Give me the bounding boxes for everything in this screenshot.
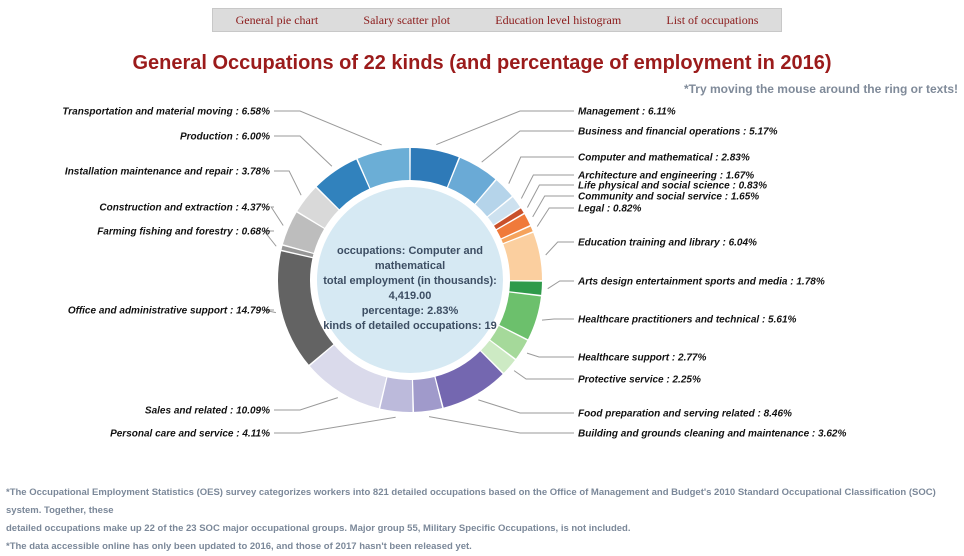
leader-line bbox=[274, 135, 333, 167]
top-nav: General pie chart Salary scatter plot Ed… bbox=[212, 8, 782, 32]
slice-label[interactable]: Arts design entertainment sports and med… bbox=[577, 277, 825, 288]
slice-personal-care-and-service[interactable] bbox=[380, 377, 413, 412]
center-info: occupations: Computer and mathematical t… bbox=[310, 244, 510, 334]
slice-label[interactable]: Installation maintenance and repair : 3.… bbox=[65, 167, 270, 178]
slice-label[interactable]: Business and financial operations : 5.17… bbox=[578, 127, 778, 138]
slice-label[interactable]: Personal care and service : 4.11% bbox=[110, 429, 270, 440]
footnotes: *The Occupational Employment Statistics … bbox=[6, 484, 961, 556]
slice-business-and-financial-operations[interactable] bbox=[448, 157, 496, 204]
slice-label[interactable]: Healthcare practitioners and technical :… bbox=[578, 315, 797, 326]
slice-label[interactable]: Office and administrative support : 14.7… bbox=[68, 306, 270, 317]
leader-line bbox=[270, 206, 284, 226]
leader-line bbox=[481, 130, 574, 163]
center-total-employment: total employment (in thousands): 4,419.0… bbox=[323, 275, 497, 302]
leader-line bbox=[274, 170, 302, 196]
slice-protective-service[interactable] bbox=[481, 340, 515, 373]
leader-line bbox=[526, 184, 574, 208]
slice-label[interactable]: Transportation and material moving : 6.5… bbox=[62, 107, 270, 118]
slice-label[interactable]: Building and grounds cleaning and mainte… bbox=[578, 429, 846, 440]
slice-arts-design-entertainment-sports-and-media[interactable] bbox=[509, 281, 542, 295]
leader-line bbox=[536, 207, 574, 227]
slice-label[interactable]: Food preparation and serving related : 8… bbox=[578, 409, 792, 420]
leader-line bbox=[428, 416, 574, 434]
slice-architecture-and-engineering[interactable] bbox=[487, 197, 521, 225]
footnote-line-2: detailed occupations make up 22 of the 2… bbox=[6, 523, 631, 534]
center-occupation: occupations: Computer and mathematical bbox=[336, 245, 484, 272]
slice-management[interactable] bbox=[410, 148, 459, 188]
slice-computer-and-mathematical[interactable] bbox=[475, 180, 512, 217]
slice-label[interactable]: Community and social service : 1.65% bbox=[578, 192, 759, 203]
leader-line bbox=[263, 309, 277, 314]
leader-line bbox=[274, 416, 396, 434]
footnote-line-3: *The data accessible online has only bee… bbox=[6, 541, 472, 552]
leader-line bbox=[436, 110, 574, 145]
slice-education-training-and-library[interactable] bbox=[503, 232, 542, 281]
nav-general-pie-chart[interactable]: General pie chart bbox=[235, 12, 319, 27]
leader-line bbox=[274, 397, 338, 411]
slice-label[interactable]: Farming fishing and forestry : 0.68% bbox=[97, 227, 270, 238]
leader-line bbox=[274, 110, 382, 146]
center-kinds: kinds of detailed occupations: 19 bbox=[323, 320, 497, 332]
center-percentage: percentage: 2.83% bbox=[361, 305, 459, 317]
slice-installation-maintenance-and-repair[interactable] bbox=[297, 187, 339, 228]
slice-label[interactable]: Education training and library : 6.04% bbox=[578, 238, 757, 249]
slice-label[interactable]: Life physical and social science : 0.83% bbox=[578, 181, 767, 192]
nav-education-level-histogram[interactable]: Education level histogram bbox=[495, 12, 622, 27]
hint-text: *Try moving the mouse around the ring or… bbox=[683, 82, 958, 96]
slice-healthcare-support[interactable] bbox=[490, 325, 528, 359]
leader-lines bbox=[263, 110, 574, 434]
slice-labels: Management : 6.11% Business and financial… bbox=[62, 107, 846, 440]
leader-line bbox=[513, 370, 574, 380]
leader-line bbox=[520, 174, 574, 199]
page-title: General Occupations of 22 kinds (and per… bbox=[132, 52, 832, 74]
leader-line bbox=[263, 230, 277, 247]
leader-line bbox=[508, 156, 574, 184]
slice-production[interactable] bbox=[316, 159, 370, 210]
slice-healthcare-practitioners-and-technical[interactable] bbox=[499, 292, 541, 340]
slice-building-and-grounds-cleaning-and-maintenance[interactable] bbox=[413, 376, 443, 412]
slice-label[interactable]: Sales and related : 10.09% bbox=[145, 406, 270, 417]
leader-line bbox=[478, 399, 574, 414]
donut-slices bbox=[277, 148, 542, 412]
slice-label[interactable]: Protective service : 2.25% bbox=[578, 375, 701, 386]
leader-line bbox=[526, 352, 574, 358]
donut-chart: Management : 6.11% Business and financial… bbox=[62, 107, 846, 440]
slice-food-preparation-and-serving-related[interactable] bbox=[435, 351, 503, 408]
leader-line bbox=[541, 318, 574, 321]
slice-label[interactable]: Computer and mathematical : 2.83% bbox=[578, 153, 750, 164]
slice-label[interactable]: Healthcare support : 2.77% bbox=[578, 353, 706, 364]
donut-center-circle bbox=[317, 187, 503, 373]
leader-line bbox=[545, 241, 574, 256]
slice-community-and-social-service[interactable] bbox=[496, 214, 531, 239]
nav-salary-scatter-plot[interactable]: Salary scatter plot bbox=[363, 12, 451, 27]
slice-construction-and-extraction[interactable] bbox=[282, 212, 325, 253]
slice-label[interactable]: Architecture and engineering : 1.67% bbox=[577, 171, 754, 182]
slice-farming-fishing-and-forestry[interactable] bbox=[281, 245, 314, 258]
slice-transportation-and-material-moving[interactable] bbox=[357, 148, 410, 189]
slice-office-and-administrative-support[interactable] bbox=[277, 251, 334, 365]
slice-label[interactable]: Construction and extraction : 4.37% bbox=[99, 203, 270, 214]
slice-legal[interactable] bbox=[501, 226, 533, 244]
footnote-line-1: *The Occupational Employment Statistics … bbox=[6, 487, 936, 516]
slice-label[interactable]: Legal : 0.82% bbox=[578, 204, 641, 215]
slice-sales-and-related[interactable] bbox=[309, 345, 387, 409]
slice-life-physical-and-social-science[interactable] bbox=[494, 208, 524, 230]
leader-line bbox=[547, 280, 574, 290]
slice-label[interactable]: Production : 6.00% bbox=[180, 132, 270, 143]
slice-label[interactable]: Management : 6.11% bbox=[578, 107, 676, 118]
nav-list-of-occupations[interactable]: List of occupations bbox=[666, 12, 759, 27]
leader-line bbox=[532, 195, 574, 218]
